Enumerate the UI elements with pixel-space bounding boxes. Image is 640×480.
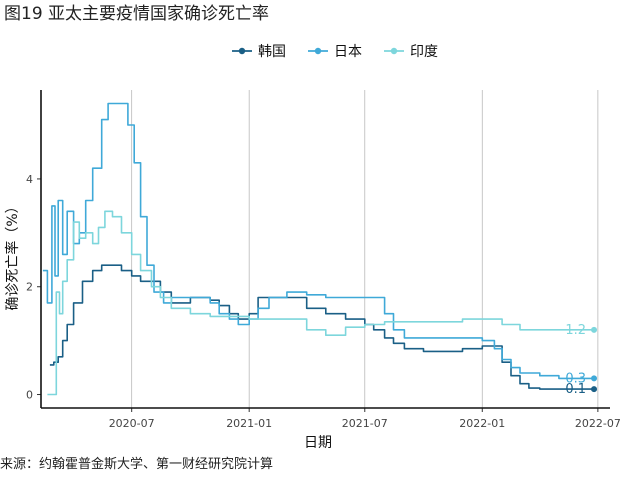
grid-lines (131, 90, 599, 408)
series-end-point (591, 386, 598, 393)
series-end-label: 0.1 (565, 382, 586, 397)
x-tick-label: 2020-07 (109, 417, 155, 430)
y-tick-label: 4 (26, 173, 33, 186)
legend-swatch-dot (238, 47, 246, 55)
series-line (42, 102, 594, 380)
x-tick-label: 2021-01 (226, 417, 272, 430)
legend-label: 韩国 (258, 44, 286, 60)
series-end-point (591, 326, 598, 333)
y-tick-label: 0 (26, 389, 33, 402)
x-axis-title: 日期 (304, 435, 332, 451)
legend: 韩国 日本 印度 (232, 44, 438, 60)
x-tick-label: 2022-07 (575, 417, 621, 430)
legend-item: 韩国 (232, 44, 286, 60)
series-end-label: 0.3 (565, 371, 586, 386)
series-end-label: 1.2 (565, 323, 586, 338)
legend-swatch-dot (390, 47, 398, 55)
source-note: 来源：约翰霍普金斯大学、第一财经研究院计算 (0, 457, 274, 472)
series-layer: 0.10.3 1.2 (42, 102, 598, 397)
series-line (47, 210, 594, 396)
y-tick-label: 2 (26, 281, 33, 294)
series-end-point (591, 375, 598, 382)
legend-item: 印度 (384, 44, 438, 60)
legend-item: 日本 (308, 44, 362, 60)
x-tick-label: 2022-01 (459, 417, 505, 430)
axes: 2020-07 2021-01 2021-07 2022-01 2022-07 0 2 4 (26, 90, 621, 430)
legend-label: 印度 (410, 44, 438, 60)
series-group: 1.2 (47, 210, 598, 396)
y-axis-title: 确诊死亡率（%） (4, 199, 21, 310)
series-group: 0.3 (42, 102, 598, 386)
legend-label: 日本 (334, 44, 362, 60)
x-tick-label: 2021-07 (342, 417, 388, 430)
chart-title: 图19 亚太主要疫情国家确诊死亡率 (4, 4, 270, 24)
legend-swatch-dot (314, 47, 322, 55)
